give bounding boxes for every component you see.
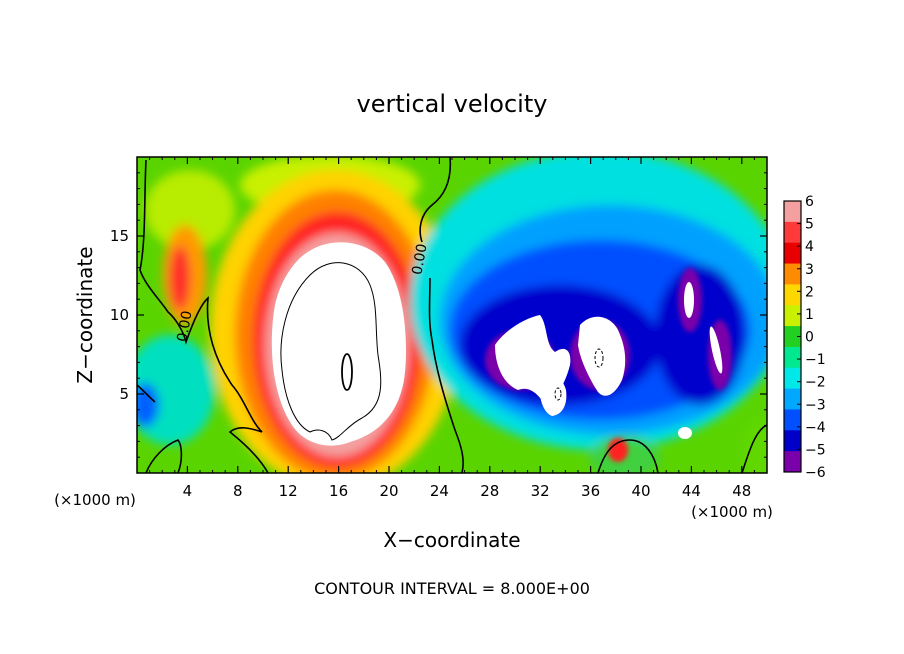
- colorbar-label: 0: [805, 330, 814, 346]
- colorbar-swatch: [784, 201, 801, 223]
- contour-updraft-inner: [341, 353, 353, 391]
- x-tick-label: 28: [480, 482, 499, 500]
- colorbar-label: −5: [805, 442, 826, 458]
- colorbar-label: 6: [805, 194, 814, 210]
- colorbar-swatch: [784, 242, 801, 265]
- colorbar-swatch: [784, 430, 801, 452]
- x-tick-label: 36: [581, 482, 600, 500]
- colorbar-label: 4: [805, 239, 814, 255]
- colorbar-label: 5: [805, 217, 814, 233]
- colorbar-swatch: [784, 388, 801, 410]
- contour-zero-bottom-right: [597, 439, 659, 473]
- field-left-red: [170, 246, 190, 310]
- colorbar: 6 5 4 3 2 1 0 −1 −2 −3 −4 −5 −6: [783, 194, 826, 481]
- colorbar-label: −3: [805, 397, 826, 413]
- colorbar-swatch: [784, 305, 801, 327]
- colorbar-label: −1: [805, 352, 826, 368]
- contour-lines-thin: [280, 262, 604, 441]
- x-tick-label: 48: [732, 482, 751, 500]
- field-left-yellow: [145, 170, 235, 250]
- contour-zero-right-edge: [741, 424, 767, 473]
- contour-zero-mid: [428, 277, 464, 473]
- contour-label-2: 0.00: [409, 243, 430, 276]
- x-tick-label: 8: [233, 482, 243, 500]
- saturated-downdraft-4: [684, 282, 694, 318]
- colorbar-label: 3: [805, 262, 814, 278]
- x-axis-label: X−coordinate: [383, 528, 520, 552]
- colorbar-swatch: [784, 409, 801, 431]
- contour-label-1: 0.00: [174, 310, 195, 343]
- plot-area: 0.00 0.00: [137, 157, 767, 473]
- contour-zero-top-mid: [419, 157, 452, 243]
- colorbar-label: −2: [805, 375, 826, 391]
- colorbar-swatch: [784, 346, 801, 369]
- saturated-downdraft-2: [578, 316, 626, 396]
- x-unit-left: (×1000 m): [54, 491, 136, 509]
- x-tick-label: 20: [379, 482, 398, 500]
- colorbar-label: 1: [805, 307, 814, 323]
- contour-zero-left-edge: [137, 384, 156, 403]
- saturated-downdraft-3: [539, 375, 567, 416]
- contour-zero-bottom-left: [145, 439, 183, 473]
- x-axis: 4 8 12 16 20 24 28 32 36 40 44 48: [149, 157, 755, 500]
- y-tick-label: 15: [110, 227, 129, 245]
- y-tick-label: 5: [119, 385, 129, 403]
- y-axis: 5 10 15: [110, 172, 767, 458]
- field-red-spot: [608, 438, 628, 462]
- x-tick-label: 12: [279, 482, 298, 500]
- y-tick-label: 10: [110, 306, 129, 324]
- saturated-downdraft-5: [709, 326, 723, 374]
- y-axis-label: Z−coordinate: [73, 246, 97, 383]
- colorbar-label: −6: [805, 465, 826, 481]
- x-tick-label: 32: [531, 482, 550, 500]
- x-unit-right: (×1000 m): [691, 503, 773, 521]
- colorbar-swatch: [784, 326, 801, 348]
- contour-downdraft-dashed-2: [554, 387, 562, 401]
- x-tick-label: 4: [183, 482, 193, 500]
- x-tick-label: 16: [329, 482, 348, 500]
- colorbar-swatch: [784, 367, 801, 390]
- chart-title: vertical velocity: [357, 90, 548, 118]
- contour-zero-left: [139, 159, 269, 473]
- colorbar-swatch: [784, 221, 801, 244]
- colorbar-swatch: [784, 451, 801, 473]
- colorbar-label: 2: [805, 284, 814, 300]
- colorbar-swatch: [784, 263, 801, 285]
- contour-downdraft-dashed-1: [594, 348, 604, 368]
- contour-updraft-outer: [280, 262, 382, 441]
- colorbar-label: −4: [805, 420, 826, 436]
- field-bottom-right-green: [742, 420, 767, 473]
- x-tick-label: 44: [682, 482, 701, 500]
- saturated-updraft-core: [271, 242, 406, 446]
- x-tick-label: 40: [631, 482, 650, 500]
- x-tick-label: 24: [430, 482, 449, 500]
- colorbar-swatch: [784, 284, 801, 306]
- saturated-downdraft-6: [678, 427, 692, 439]
- field-left-blue: [137, 383, 159, 427]
- contour-lines: [137, 157, 767, 473]
- footer-contour-interval: CONTOUR INTERVAL = 8.000E+00: [314, 579, 590, 598]
